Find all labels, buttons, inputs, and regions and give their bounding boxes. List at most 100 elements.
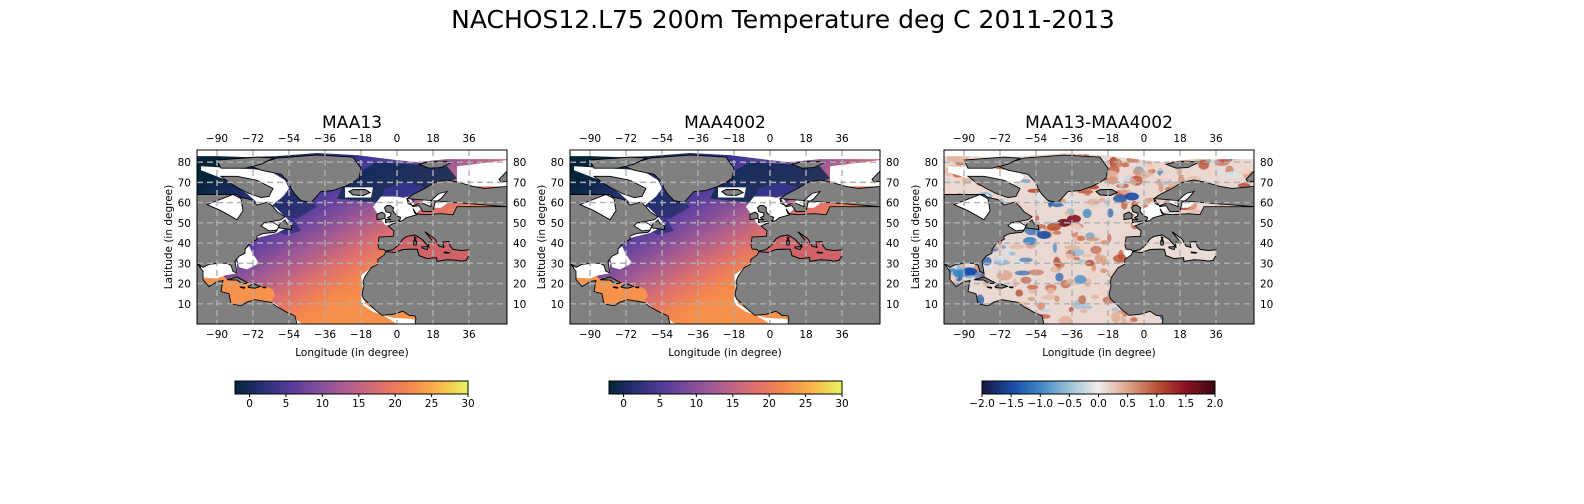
map-frame (196, 149, 508, 325)
lon-tick-label-top: −36 (1061, 133, 1083, 145)
lon-tick-label-bottom: −90 (579, 329, 601, 341)
lat-tick-label-left: 50 (925, 218, 938, 230)
land-americas (944, 150, 1045, 324)
colorbar-tick-label: 20 (763, 398, 776, 410)
lon-tick-label-top: −90 (206, 133, 228, 145)
lat-tick-label-left: 70 (178, 177, 191, 189)
panel-title: MAA4002 (684, 113, 766, 133)
colorbar-tick-label: 2.0 (1207, 398, 1224, 410)
colorbar-tick-label: 15 (726, 398, 739, 410)
colorbar-tick-label: 0 (246, 398, 253, 410)
colorbar-tick-label: −1.0 (1028, 398, 1054, 410)
lat-tick-label-left: 30 (925, 258, 938, 270)
land-novaya (871, 170, 880, 183)
lat-tick-label-left: 60 (925, 198, 938, 210)
lat-tick-label-right: 40 (513, 238, 526, 250)
lat-tick-label-right: 10 (886, 299, 899, 311)
lat-tick-label-right: 40 (1260, 238, 1273, 250)
lat-tick-label-left: 10 (925, 299, 938, 311)
lat-tick-label-right: 50 (1260, 218, 1273, 230)
map-panel-3: MAA13-MAA4002 −90 −90 −72 −72 −54 −54 −36 −36 −18… (910, 113, 1273, 410)
colorbar-tick-label: 0.5 (1119, 398, 1136, 410)
lon-tick-label-bottom: 18 (1173, 329, 1186, 341)
lat-tick-label-right: 20 (1260, 279, 1273, 291)
lat-tick-label-left: 80 (178, 157, 191, 169)
lon-tick-label-top: −36 (687, 133, 709, 145)
map-panel-1: MAA13 −90 −90 −72 −72 −54 −54 −36 −36 −18 −18 0 0 18 1… (163, 113, 526, 410)
colorbar-ramp (981, 380, 1216, 395)
lon-tick-label-top: −54 (278, 133, 300, 145)
lon-tick-label-top: 0 (767, 133, 774, 145)
lon-tick-label-bottom: 36 (835, 329, 849, 341)
colorbar-2: 0 5 10 15 20 25 30 (608, 380, 849, 410)
land-americas (197, 150, 298, 324)
lat-tick-label-left: 30 (551, 258, 564, 270)
lat-tick-label-right: 60 (1260, 198, 1273, 210)
lon-tick-label-top: −36 (314, 133, 336, 145)
lat-tick-label-left: 20 (925, 279, 938, 291)
panel-title: MAA13 (322, 113, 382, 133)
lon-tick-label-top: −90 (953, 133, 975, 145)
lon-tick-label-bottom: −18 (1097, 329, 1119, 341)
lat-tick-label-left: 40 (925, 238, 938, 250)
lat-tick-label-left: 20 (551, 279, 564, 291)
colorbar-tick-label: 25 (425, 398, 438, 410)
lon-tick-label-bottom: −36 (687, 329, 709, 341)
lon-tick-label-top: 0 (1141, 133, 1148, 145)
colorbar-ramp (234, 380, 469, 395)
lat-tick-label-right: 70 (513, 177, 526, 189)
land-americas (570, 150, 671, 324)
lat-tick-label-right: 10 (513, 299, 526, 311)
lat-tick-label-right: 50 (886, 218, 899, 230)
land-baffin (592, 175, 647, 198)
panel-title: MAA13-MAA4002 (1025, 113, 1173, 133)
land-baffin (219, 175, 274, 198)
lat-tick-label-right: 20 (513, 279, 526, 291)
figure-title: NACHOS12.L75 200m Temperature deg C 2011… (451, 5, 1115, 34)
lat-tick-label-left: 40 (551, 238, 564, 250)
lon-tick-label-bottom: 36 (1209, 329, 1223, 341)
colorbar-tick-label: 0.0 (1090, 398, 1107, 410)
lon-tick-label-top: −18 (1097, 133, 1119, 145)
lat-tick-label-right: 10 (1260, 299, 1273, 311)
lon-tick-label-bottom: −54 (278, 329, 300, 341)
colorbar-tick-label: 5 (283, 398, 290, 410)
x-axis-label: Longitude (in degree) (668, 347, 781, 359)
colorbar-tick-label: 5 (657, 398, 664, 410)
lat-tick-label-right: 60 (513, 198, 526, 210)
lat-tick-label-right: 20 (886, 279, 899, 291)
colorbar-tick-label: −0.5 (1057, 398, 1083, 410)
lon-tick-label-bottom: 18 (799, 329, 812, 341)
lat-tick-label-left: 50 (178, 218, 191, 230)
land-greenland (249, 154, 362, 204)
lat-tick-label-right: 80 (1260, 157, 1273, 169)
land-baffin (966, 175, 1021, 198)
lon-tick-label-bottom: −18 (723, 329, 745, 341)
lon-tick-label-bottom: −18 (350, 329, 372, 341)
lon-tick-label-bottom: 18 (426, 329, 439, 341)
land-ellesmere (589, 156, 648, 169)
lon-tick-label-bottom: −90 (953, 329, 975, 341)
map-panel-2: MAA4002 −90 −90 −72 −72 −54 −54 −36 −36 −18 −18 0 0 1… (536, 113, 899, 410)
map-frame (943, 149, 1255, 325)
lat-tick-label-right: 80 (513, 157, 526, 169)
land-novaya (498, 170, 507, 183)
lat-tick-label-right: 30 (1260, 258, 1273, 270)
lat-tick-label-right: 80 (886, 157, 899, 169)
land-ellesmere (216, 156, 275, 169)
lon-tick-label-top: 36 (835, 133, 849, 145)
lat-tick-label-left: 40 (178, 238, 191, 250)
lon-tick-label-top: −72 (615, 133, 637, 145)
lon-tick-label-top: 18 (426, 133, 439, 145)
y-axis-label: Latitude (in degree) (536, 185, 548, 289)
lat-tick-label-left: 60 (551, 198, 564, 210)
y-axis-label: Latitude (in degree) (910, 185, 922, 289)
colorbar-tick-label: 0 (620, 398, 627, 410)
lon-tick-label-bottom: 0 (1141, 329, 1148, 341)
lon-tick-label-bottom: −54 (651, 329, 673, 341)
lat-tick-label-left: 30 (178, 258, 191, 270)
lat-tick-label-right: 60 (886, 198, 899, 210)
colorbar-tick-label: −2.0 (969, 398, 995, 410)
lat-tick-label-right: 70 (1260, 177, 1273, 189)
